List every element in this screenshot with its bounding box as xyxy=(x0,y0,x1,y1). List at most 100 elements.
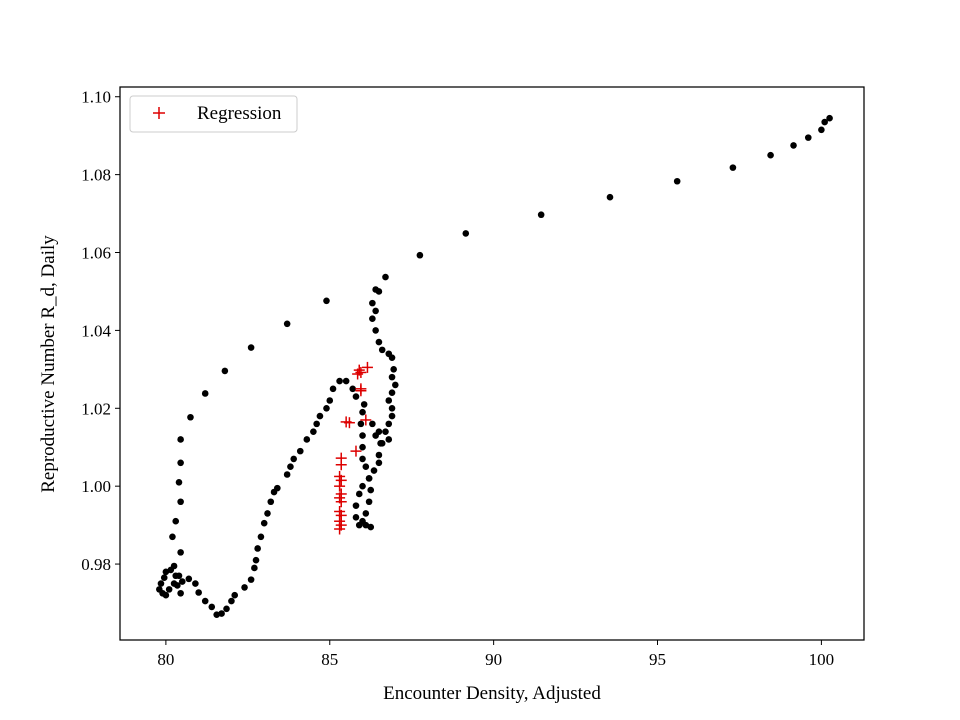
data-point xyxy=(296,447,304,455)
data-point xyxy=(372,327,379,334)
data-point xyxy=(385,436,393,443)
data-point xyxy=(254,545,261,552)
data-point xyxy=(375,428,383,435)
y-tick-label: 1.06 xyxy=(81,244,111,263)
data-point xyxy=(362,521,370,529)
data-point xyxy=(221,367,229,375)
data-point xyxy=(169,533,176,541)
regression-series xyxy=(334,361,373,535)
data-point xyxy=(388,373,396,381)
data-point xyxy=(673,177,681,185)
regression-point xyxy=(335,459,347,471)
data-point xyxy=(790,142,797,149)
data-point xyxy=(390,366,397,373)
data-point xyxy=(355,490,363,498)
data-point xyxy=(365,498,373,506)
data-point xyxy=(362,510,370,517)
regression-point xyxy=(335,509,347,521)
data-point xyxy=(187,413,194,421)
y-axis-label: Reproductive Number R_d, Daily xyxy=(38,235,59,493)
x-tick-label: 80 xyxy=(157,650,174,669)
data-point xyxy=(247,576,255,583)
data-point xyxy=(729,164,737,171)
data-point xyxy=(160,574,168,581)
data-point xyxy=(195,589,202,596)
regression-point xyxy=(352,368,364,380)
data-point xyxy=(385,397,393,404)
data-point xyxy=(264,510,271,517)
regression-point xyxy=(360,414,372,426)
data-point xyxy=(537,211,545,219)
regression-point xyxy=(355,385,367,397)
data-point xyxy=(352,502,360,509)
data-point xyxy=(283,320,291,328)
data-point xyxy=(157,580,165,587)
data-point xyxy=(252,556,260,564)
regression-point xyxy=(334,523,346,535)
data-point xyxy=(316,412,324,420)
data-point xyxy=(365,475,373,482)
data-point xyxy=(218,610,225,617)
data-point xyxy=(606,193,614,201)
data-point xyxy=(208,603,216,611)
regression-point xyxy=(350,445,362,457)
data-point xyxy=(375,288,383,295)
data-point xyxy=(175,478,183,486)
data-point xyxy=(257,533,265,541)
legend-label-regression: Regression xyxy=(197,103,282,124)
data-point xyxy=(375,459,383,467)
data-point xyxy=(251,564,258,572)
plot-frame xyxy=(119,86,865,641)
data-point xyxy=(462,230,470,237)
data-point xyxy=(385,420,393,428)
data-point xyxy=(416,251,424,259)
regression-point xyxy=(335,496,347,508)
y-axis-ticks: 0.98 1.00 1.02 1.04 1.06 1.08 1.10 xyxy=(81,88,120,574)
data-point xyxy=(804,134,812,141)
data-point xyxy=(377,440,384,447)
data-point xyxy=(223,605,230,613)
data-point xyxy=(367,486,375,494)
data-point xyxy=(175,572,183,580)
y-tick-label: 1.00 xyxy=(81,477,111,496)
data-point xyxy=(357,420,365,428)
data-point xyxy=(359,455,366,463)
data-point xyxy=(392,381,399,389)
data-point xyxy=(821,118,828,126)
data-point xyxy=(388,412,396,420)
data-point xyxy=(375,451,383,459)
data-point xyxy=(767,151,774,159)
y-tick-label: 1.02 xyxy=(81,399,111,418)
data-point xyxy=(228,597,235,605)
data-point xyxy=(213,611,220,618)
x-tick-label: 100 xyxy=(809,650,835,669)
legend-box xyxy=(129,95,298,133)
data-point xyxy=(177,436,184,443)
data-point xyxy=(349,385,357,393)
data-point xyxy=(359,482,366,490)
data-point xyxy=(359,408,366,416)
y-tick-label: 1.10 xyxy=(81,88,111,107)
data-point xyxy=(359,432,366,439)
x-tick-label: 95 xyxy=(649,650,666,669)
x-axis-label: Encounter Density, Adjusted xyxy=(383,683,601,704)
data-point xyxy=(185,575,193,583)
data-point xyxy=(310,428,317,435)
y-tick-label: 1.08 xyxy=(81,166,111,185)
data-point xyxy=(352,514,360,521)
data-point xyxy=(369,299,376,307)
observed-series xyxy=(156,114,833,618)
data-point xyxy=(360,401,368,408)
data-point xyxy=(372,307,379,315)
data-point xyxy=(287,463,294,471)
data-point xyxy=(362,463,370,471)
data-point xyxy=(162,591,170,599)
data-point xyxy=(270,488,278,496)
regression-point xyxy=(361,361,373,373)
data-point xyxy=(201,597,209,605)
data-point xyxy=(303,436,311,443)
data-point xyxy=(382,273,389,281)
data-point xyxy=(352,393,360,400)
x-tick-label: 85 xyxy=(321,650,338,669)
data-point xyxy=(177,459,184,467)
